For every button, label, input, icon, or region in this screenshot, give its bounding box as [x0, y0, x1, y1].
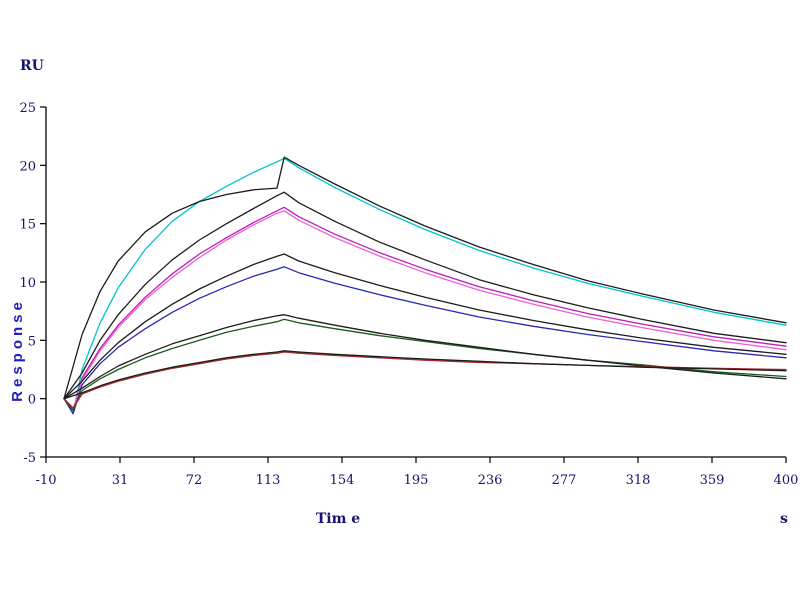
y-tick-label: -5 — [23, 451, 36, 466]
series-conc5-red — [63, 351, 787, 409]
x-tick-label: 195 — [404, 473, 429, 488]
x-tick-label: 400 — [774, 473, 799, 488]
series-conc1-fit-black — [63, 156, 787, 400]
tick-marks-and-labels: -10 31 72 113 154 195 236 277 318 359 400 -5 0 5 10 15 2… — [19, 101, 798, 488]
x-tick-label: 154 — [330, 473, 355, 488]
series-conc3-blue — [63, 266, 787, 415]
y-tick-label: 25 — [19, 101, 36, 116]
series-conc2-fit-black — [63, 191, 787, 400]
x-axis-title: Tim e — [316, 511, 360, 527]
series-conc4-fit-black — [63, 314, 787, 400]
axes — [45, 107, 786, 458]
x-tick-label: 72 — [186, 473, 203, 488]
y-axis-title: Response — [9, 298, 26, 402]
series-conc5-fit-black — [63, 350, 787, 400]
series-conc3-fit-black — [63, 253, 787, 400]
x-tick-label: -10 — [36, 473, 57, 488]
series-conc4-green — [63, 318, 787, 411]
y-tick-label: 0 — [28, 393, 36, 408]
series-conc2-magenta — [63, 206, 787, 411]
x-tick-label: 359 — [700, 473, 725, 488]
x-tick-label: 113 — [256, 473, 281, 488]
series-conc1-cyan — [63, 157, 787, 414]
y-tick-label: 20 — [19, 159, 36, 174]
x-tick-label: 31 — [112, 473, 129, 488]
y-tick-label: 5 — [28, 334, 36, 349]
series-conc2-pink — [63, 210, 787, 410]
x-tick-label: 236 — [478, 473, 503, 488]
y-tick-label: 15 — [19, 218, 36, 233]
y-unit-label: RU — [20, 58, 44, 74]
x-tick-label: 277 — [552, 473, 577, 488]
x-unit-label: s — [780, 511, 788, 527]
y-tick-label: 10 — [19, 276, 36, 291]
x-tick-label: 318 — [626, 473, 651, 488]
data-series — [63, 156, 787, 415]
